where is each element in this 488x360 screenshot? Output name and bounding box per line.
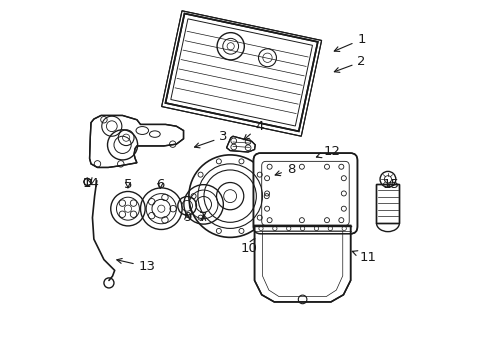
- Text: 8: 8: [275, 163, 295, 176]
- Polygon shape: [83, 178, 91, 186]
- Polygon shape: [376, 184, 399, 223]
- Text: 9: 9: [183, 211, 191, 224]
- Text: 4: 4: [244, 120, 263, 140]
- FancyBboxPatch shape: [253, 153, 357, 234]
- Text: 6: 6: [156, 178, 164, 191]
- Text: 11: 11: [351, 251, 375, 264]
- Polygon shape: [89, 116, 183, 167]
- Polygon shape: [254, 226, 350, 302]
- Text: 10: 10: [241, 238, 257, 255]
- Text: 5: 5: [123, 178, 132, 191]
- Polygon shape: [226, 136, 255, 152]
- Text: 1: 1: [334, 33, 365, 51]
- Text: 13: 13: [117, 258, 155, 273]
- Text: 2: 2: [334, 55, 365, 72]
- Text: 7: 7: [199, 211, 207, 224]
- Text: 15: 15: [382, 178, 399, 191]
- Text: 12: 12: [316, 145, 340, 158]
- Text: 3: 3: [194, 130, 227, 148]
- Polygon shape: [165, 14, 317, 131]
- Text: 14: 14: [82, 177, 99, 190]
- Polygon shape: [162, 11, 321, 136]
